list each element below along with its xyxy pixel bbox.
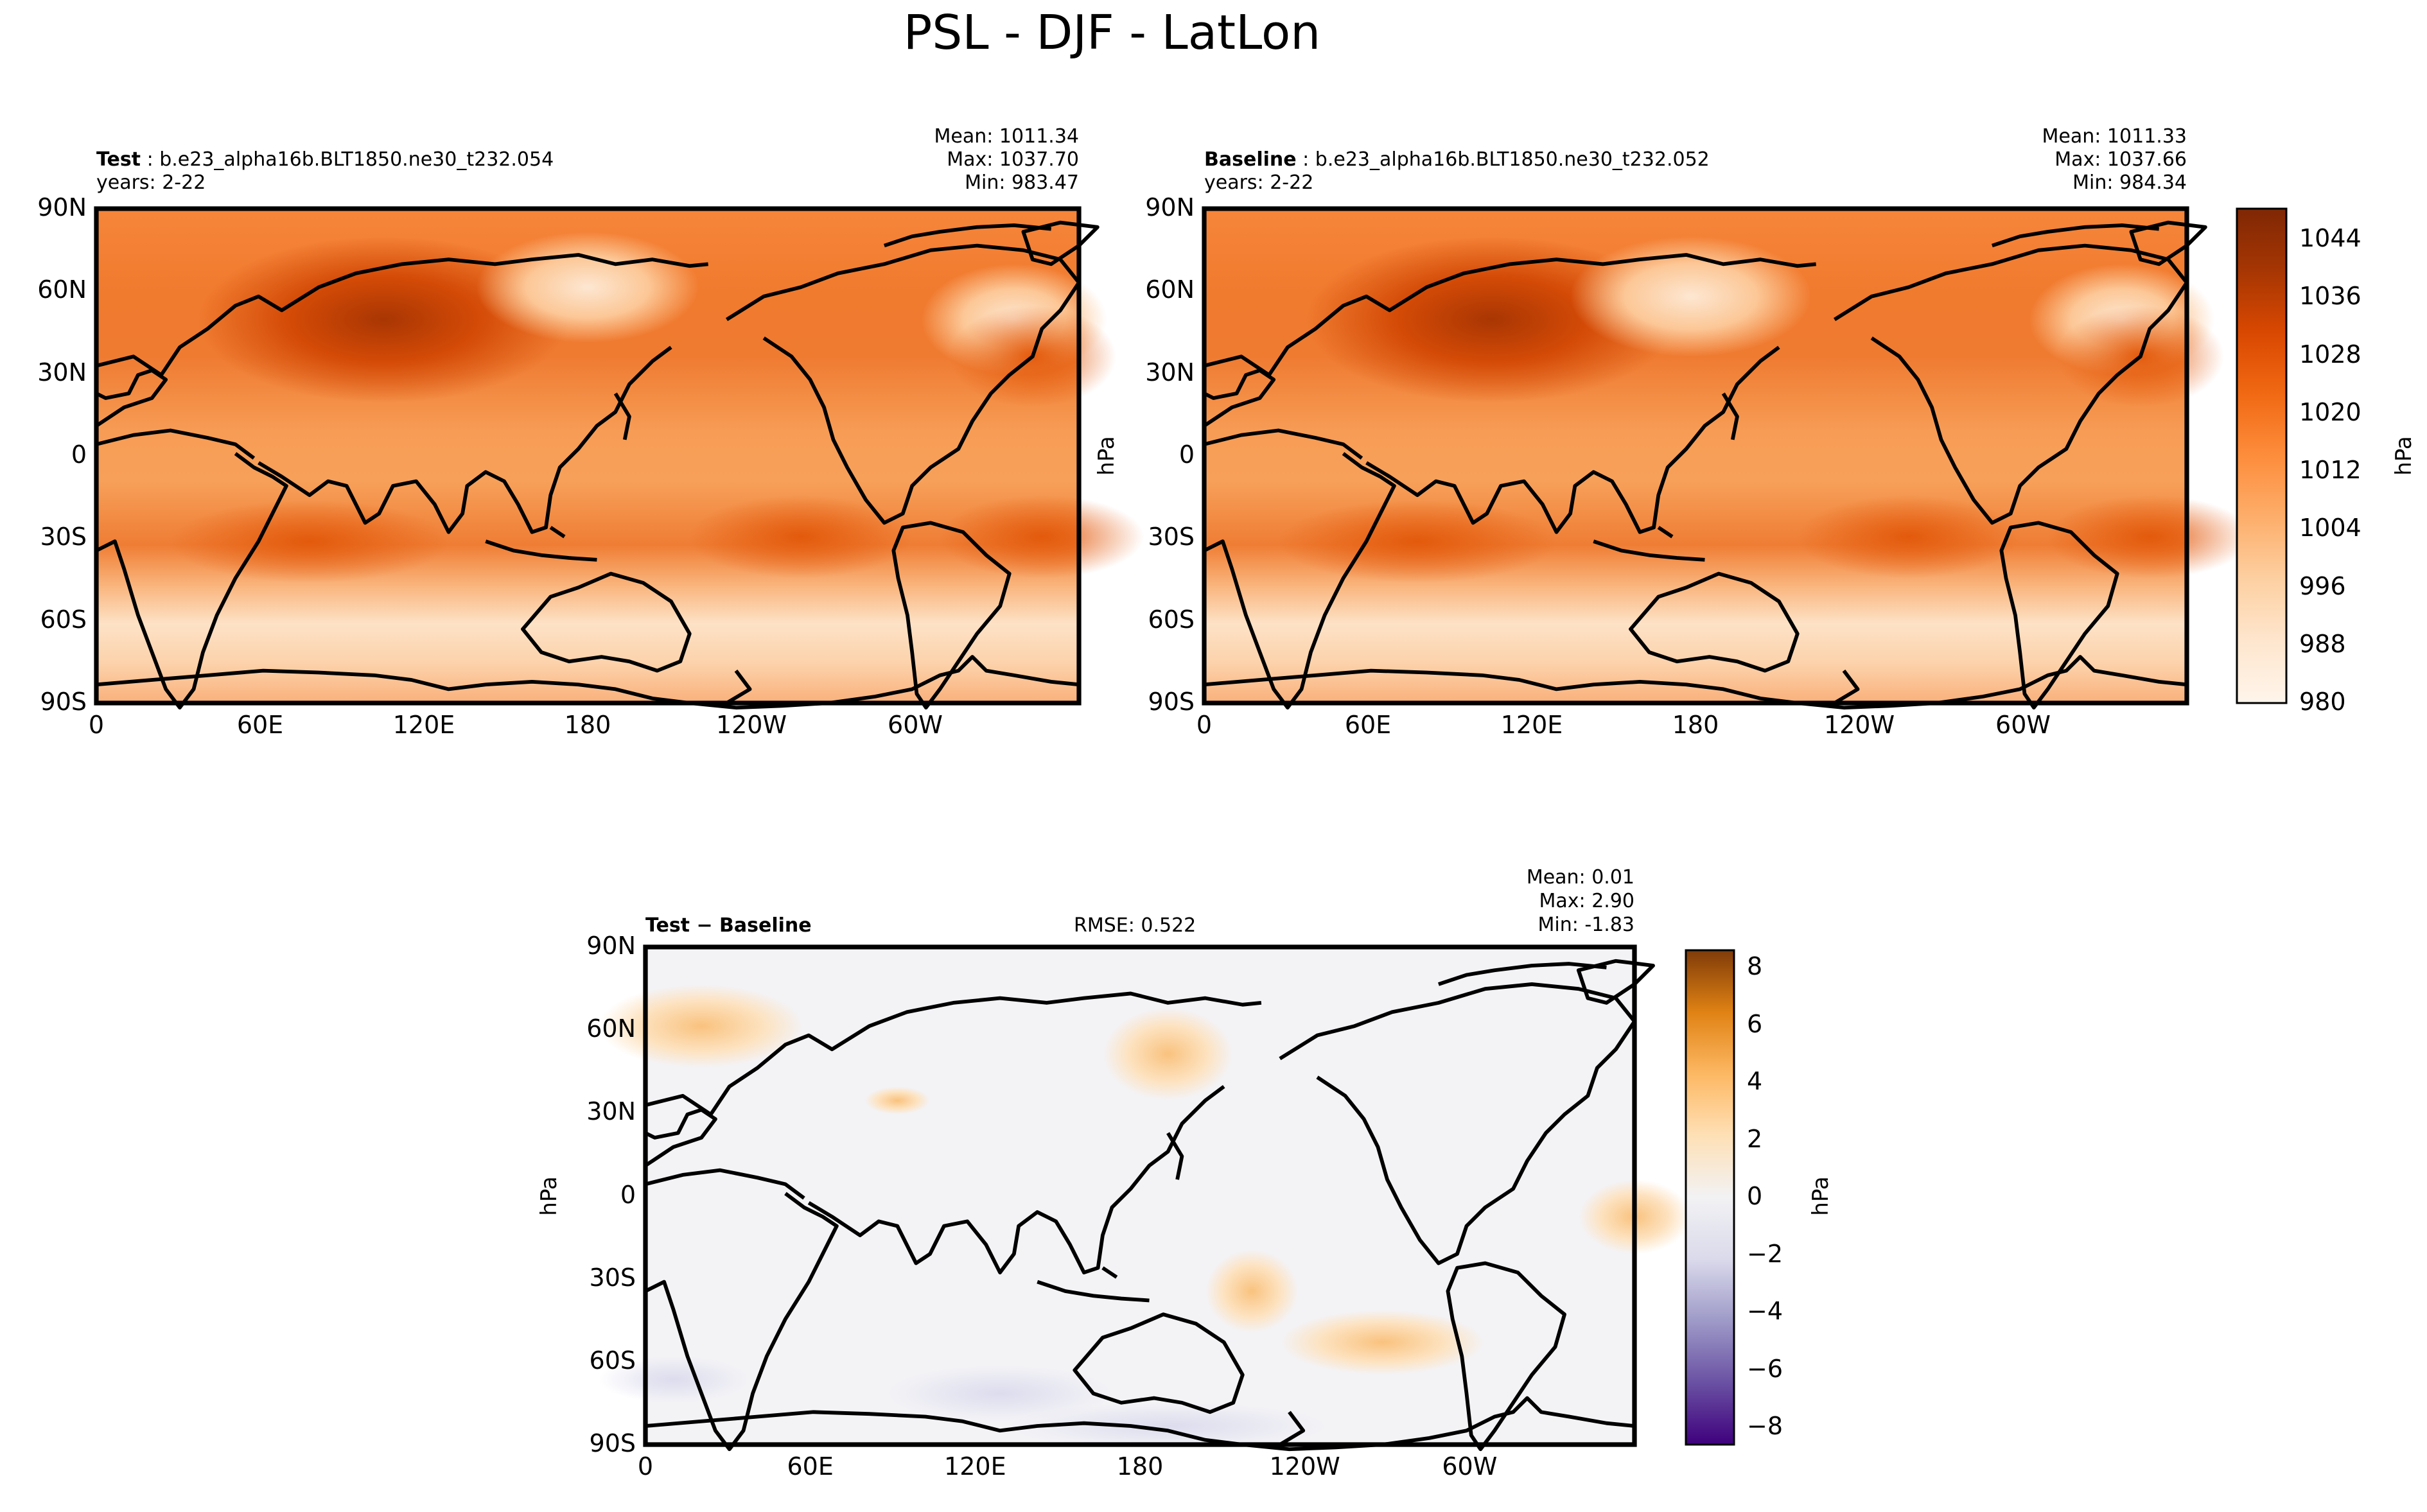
colorbar-absolute-tick: 1036 (2299, 282, 2361, 311)
diff-lat-tick: 30N (586, 1097, 636, 1126)
baseline-mean: Mean: 1011.33 (2042, 125, 2187, 148)
test-lon-tick: 120W (715, 711, 787, 739)
test-lat-tick: 90S (40, 688, 87, 716)
diff-lon-tick: 0 (637, 1452, 654, 1481)
baseline-lat-tick: 30N (1145, 358, 1195, 387)
unit-label-cb-abs: hPa (2391, 436, 2417, 476)
colorbar-difference-tick: 6 (1747, 1009, 1763, 1038)
colorbar-difference-tick: −2 (1747, 1239, 1783, 1268)
diff-lon-tick: 120W (1269, 1452, 1340, 1481)
colorbar-absolute-tick: 1012 (2299, 456, 2361, 484)
colorbar-absolute-tick: 996 (2299, 571, 2346, 600)
colorbar-difference-tick: 0 (1747, 1182, 1763, 1210)
test-min: Min: 983.47 (965, 171, 1079, 194)
baseline-lon-tick: 120W (1823, 711, 1895, 739)
baseline-lon-tick: 120E (1500, 711, 1563, 739)
diff-lon-tick: 60W (1442, 1452, 1498, 1481)
diff-lat-tick: 60N (586, 1014, 636, 1043)
colorbar-absolute (2236, 207, 2288, 704)
diff-lat-tick: 30S (589, 1263, 636, 1292)
diff-mean: Mean: 0.01 (1526, 866, 1634, 889)
baseline-lat-tick: 60N (1145, 275, 1195, 304)
colorbar-difference-tick: −6 (1747, 1354, 1783, 1383)
test-header: Test : b.e23_alpha16b.BLT1850.ne30_t232.… (96, 148, 554, 171)
test-mean: Mean: 1011.34 (934, 125, 1079, 148)
colorbar-absolute-tick: 1044 (2299, 224, 2361, 252)
test-lat-tick: 30S (40, 523, 87, 552)
baseline-lat-tick: 0 (1178, 440, 1195, 469)
test-case: b.e23_alpha16b.BLT1850.ne30_t232.054 (159, 148, 554, 171)
diff-label: Test − Baseline (645, 914, 812, 937)
colorbar-difference-tick: 8 (1747, 952, 1763, 980)
diff-lat-tick: 90S (589, 1429, 636, 1457)
unit-label-cb-diff: hPa (1808, 1176, 1834, 1216)
colorbar-difference-tick: −8 (1747, 1412, 1783, 1440)
diff-lat-tick: 60S (589, 1346, 636, 1375)
colorbar-difference-tick: −4 (1747, 1297, 1783, 1325)
test-lat-tick: 0 (71, 440, 87, 469)
colorbar-difference-tick: 4 (1747, 1067, 1763, 1095)
baseline-lon-tick: 60W (1995, 711, 2051, 739)
test-lon-tick: 0 (88, 711, 105, 739)
baseline-header: Baseline : b.e23_alpha16b.BLT1850.ne30_t… (1204, 148, 1710, 171)
baseline-lat-tick: 90S (1148, 688, 1195, 716)
unit-label-left: hPa (1094, 436, 1119, 476)
test-lon-tick: 60E (236, 711, 284, 739)
baseline-lon-tick: 60E (1344, 711, 1392, 739)
baseline-max: Max: 1037.66 (2055, 148, 2187, 171)
colorbar-absolute-tick: 1028 (2299, 340, 2361, 369)
test-lon-tick: 180 (564, 711, 611, 739)
diff-lat-tick: 0 (620, 1180, 636, 1209)
colorbar-difference-tick: 2 (1747, 1124, 1763, 1153)
test-lat-tick: 60N (37, 275, 87, 304)
test-map (94, 206, 1144, 703)
colorbar-absolute-tick: 980 (2299, 688, 2346, 716)
test-max: Max: 1037.70 (947, 148, 1079, 171)
colorbar-absolute-tick: 1004 (2299, 514, 2361, 543)
baseline-min: Min: 984.34 (2072, 171, 2187, 194)
test-lat-tick: 30N (37, 358, 87, 387)
baseline-years: years: 2-22 (1204, 171, 1314, 194)
colorbar-absolute-tick: 988 (2299, 629, 2346, 658)
baseline-lon-tick: 180 (1672, 711, 1719, 739)
unit-label-diff: hPa (536, 1176, 562, 1216)
test-lat-tick: 90N (37, 193, 87, 222)
test-lon-tick: 120E (392, 711, 455, 739)
test-label: Test (96, 148, 141, 171)
baseline-lat-tick: 60S (1148, 605, 1195, 634)
diff-lon-tick: 120E (944, 1452, 1006, 1481)
test-years: years: 2-22 (96, 171, 206, 194)
diff-map (599, 944, 1691, 1445)
baseline-map (1202, 206, 2252, 703)
baseline-lon-tick: 0 (1196, 711, 1213, 739)
colorbar-absolute-tick: 1020 (2299, 397, 2361, 426)
colorbar-difference (1685, 949, 1735, 1446)
baseline-lat-tick: 90N (1145, 193, 1195, 222)
diff-min: Min: -1.83 (1538, 914, 1635, 936)
diff-lat-tick: 90N (586, 932, 636, 960)
diff-max: Max: 2.90 (1539, 890, 1634, 912)
test-lat-tick: 60S (40, 605, 87, 634)
test-lon-tick: 60W (888, 711, 943, 739)
diff-rmse: RMSE: 0.522 (1074, 914, 1196, 937)
diff-lon-tick: 60E (787, 1452, 834, 1481)
baseline-label: Baseline (1204, 148, 1297, 171)
diff-lon-tick: 180 (1116, 1452, 1164, 1481)
baseline-lat-tick: 30S (1148, 523, 1195, 552)
figure-title: PSL - DJF - LatLon (903, 5, 1321, 60)
baseline-case: b.e23_alpha16b.BLT1850.ne30_t232.052 (1315, 148, 1710, 171)
